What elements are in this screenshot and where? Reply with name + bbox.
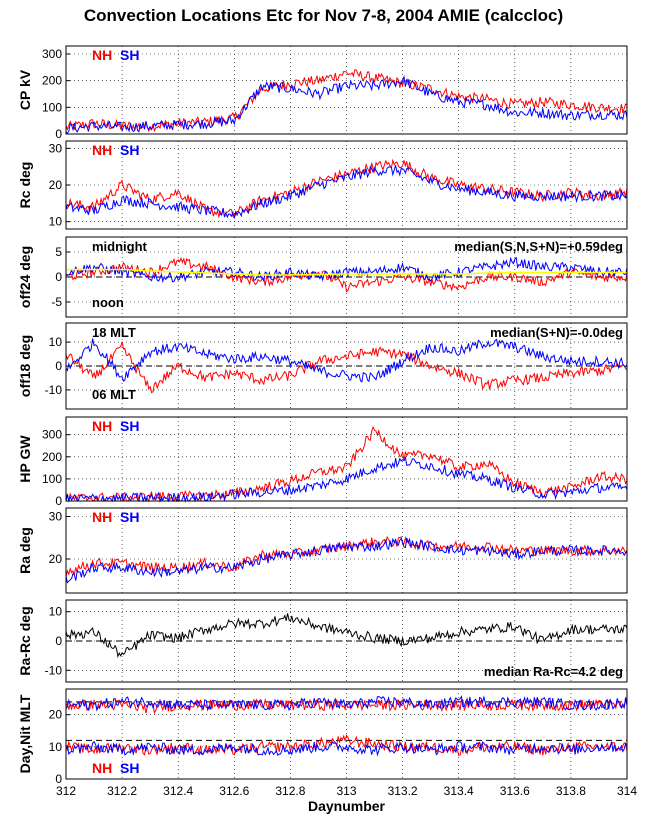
series-line-nh	[65, 69, 628, 133]
series-line-sh	[65, 537, 628, 584]
panel-frame	[65, 140, 628, 230]
y-tick-label: 200	[42, 74, 62, 88]
x-tick-label: 312.8	[275, 784, 305, 798]
y-axis-label: Ra-Rc deg	[17, 606, 33, 675]
y-axis-label: HP GW	[17, 435, 33, 483]
y-tick-label: 300	[42, 428, 62, 442]
series-line-nh	[65, 341, 628, 394]
series-line-s-n	[66, 268, 627, 276]
annotation: noon	[92, 295, 124, 310]
y-axis-label: CP kV	[17, 69, 33, 110]
y-tick-label: 10	[49, 335, 63, 349]
y-tick-label: 10	[49, 215, 63, 229]
legend-entry: NH	[92, 47, 112, 63]
x-tick-label: 313	[336, 784, 356, 798]
annotation: 18 MLT	[92, 325, 136, 340]
y-tick-label: 0	[55, 494, 62, 508]
series-line-sh	[65, 256, 628, 284]
series-line-nh	[65, 158, 628, 219]
annotation: 06 MLT	[92, 387, 136, 402]
y-tick-label: 0	[55, 634, 62, 648]
x-tick-label: 312.6	[219, 784, 249, 798]
legend-entry: SH	[120, 47, 139, 63]
y-tick-label: -10	[45, 663, 63, 677]
x-tick-label: 313.2	[388, 784, 418, 798]
panel-frame	[65, 236, 628, 318]
y-tick-label: 0	[55, 127, 62, 141]
y-axis-label: off24 deg	[17, 246, 33, 308]
legend-entry: NH	[92, 760, 112, 776]
y-tick-label: 100	[42, 472, 62, 486]
y-axis-label: Ra deg	[17, 527, 33, 574]
annotation: median Ra-Rc=4.2 deg	[484, 664, 623, 679]
y-tick-label: 20	[49, 552, 63, 566]
y-tick-label: 5	[55, 245, 62, 259]
x-tick-label: 313.6	[500, 784, 530, 798]
x-tick-label: 312.2	[107, 784, 137, 798]
x-tick-label: 313.4	[444, 784, 474, 798]
series-line-sh	[65, 455, 628, 503]
panel-frame	[65, 688, 628, 780]
x-tick-label: 313.8	[556, 784, 586, 798]
y-tick-label: -10	[45, 383, 63, 397]
legend-entry: SH	[120, 509, 139, 525]
annotation: median(S+N)=-0.0deg	[490, 325, 623, 340]
panel-frame	[65, 322, 628, 410]
y-tick-label: 30	[49, 510, 63, 524]
series-line-sh	[65, 74, 628, 134]
series-line-sh-night	[65, 740, 628, 757]
panel-frame	[65, 507, 628, 594]
legend-entry: NH	[92, 142, 112, 158]
y-tick-label: 10	[49, 605, 63, 619]
annotation: median(S,N,S+N)=+0.59deg	[454, 239, 623, 254]
chart-title: Convection Locations Etc for Nov 7-8, 20…	[83, 6, 564, 25]
panel-frame	[65, 599, 628, 683]
legend-entry: NH	[92, 509, 112, 525]
y-tick-label: 20	[49, 178, 63, 192]
y-tick-label: 20	[49, 708, 63, 722]
panel-frame	[65, 416, 628, 502]
panel-frame	[65, 45, 628, 135]
y-tick-label: 10	[49, 740, 63, 754]
legend-entry: SH	[120, 142, 139, 158]
annotation: midnight	[92, 239, 148, 254]
legend-entry: SH	[120, 418, 139, 434]
y-tick-label: 200	[42, 450, 62, 464]
legend-entry: SH	[120, 760, 139, 776]
x-tick-label: 312	[56, 784, 76, 798]
y-tick-label: 0	[55, 270, 62, 284]
series-line-ra-rc	[65, 613, 628, 659]
legend-entry: NH	[92, 418, 112, 434]
series-line-nh	[65, 256, 628, 293]
y-tick-label: 0	[55, 359, 62, 373]
y-tick-label: -5	[51, 295, 62, 309]
x-tick-label: 312.4	[163, 784, 193, 798]
series-line-sh-day	[65, 695, 628, 712]
y-axis-label: Rc deg	[17, 162, 33, 209]
y-axis-label: Day,Nit MLT	[17, 694, 33, 773]
series-line-sh	[65, 165, 628, 219]
x-tick-label: 314	[617, 784, 637, 798]
y-tick-label: 300	[42, 47, 62, 61]
y-tick-label: 100	[42, 100, 62, 114]
y-tick-label: 0	[55, 772, 62, 786]
x-axis-label: Daynumber	[308, 798, 386, 814]
y-axis-label: off18 deg	[17, 335, 33, 397]
series-line-sh	[65, 338, 628, 383]
y-tick-label: 30	[49, 141, 63, 155]
